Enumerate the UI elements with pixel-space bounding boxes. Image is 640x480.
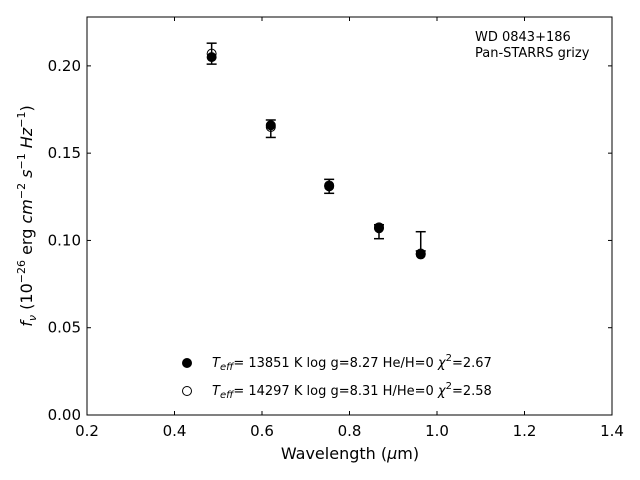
x-tick-label: 0.2 — [75, 422, 99, 440]
y-tick-label: 0.10 — [48, 231, 81, 249]
x-axis-ticks: 0.2 0.4 0.6 0.8 1.0 1.2 1.4 — [75, 17, 624, 440]
data-point-open — [373, 222, 384, 233]
legend-label-2: Teff= 14297 K log g=8.31 H/He=0 χ2=2.58 — [212, 381, 492, 401]
x-tick-label: 0.6 — [250, 422, 274, 440]
x-axis-label: Wavelength (μm) — [281, 444, 419, 463]
data-point-open — [324, 180, 335, 191]
annotation-line-2: Pan-STARRS grizy — [475, 46, 590, 61]
data-point-open — [415, 248, 426, 259]
legend-label-1: Teff= 13851 K log g=8.27 He/H=0 χ2=2.67 — [212, 353, 492, 373]
x-tick-label: 0.4 — [163, 422, 187, 440]
y-tick-label: 0.00 — [48, 406, 81, 424]
y-tick-label: 0.20 — [48, 57, 81, 75]
legend-marker-open — [182, 386, 192, 396]
x-tick-label: 1.4 — [600, 422, 624, 440]
data-point-open — [206, 48, 217, 59]
annotation-line-1: WD 0843+186 — [475, 30, 571, 45]
x-tick-label: 1.0 — [425, 422, 449, 440]
data-marks — [206, 42, 426, 260]
y-tick-label: 0.15 — [48, 144, 81, 162]
legend: Teff= 13851 K log g=8.27 He/H=0 χ2=2.67 … — [182, 353, 492, 401]
legend-marker-filled — [182, 358, 192, 368]
data-point-open — [265, 121, 276, 132]
y-axis-ticks: 0.00 0.05 0.10 0.15 0.20 — [48, 57, 612, 424]
x-tick-label: 0.8 — [338, 422, 362, 440]
y-axis-label: fν (10−26 erg cm−2 s−1 Hz−1) — [15, 105, 39, 326]
y-tick-label: 0.05 — [48, 319, 81, 337]
data-point-filled — [206, 52, 217, 63]
x-tick-label: 1.2 — [513, 422, 537, 440]
